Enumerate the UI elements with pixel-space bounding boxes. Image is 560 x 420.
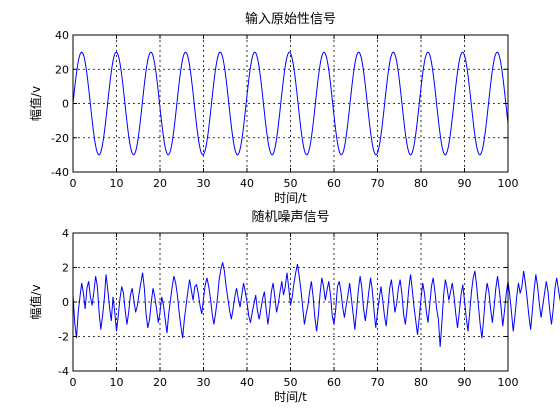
input-signal-ytick-label: 0 bbox=[62, 98, 69, 111]
input-signal-xtick-label: 80 bbox=[414, 177, 428, 190]
input-signal-xtick-label: 50 bbox=[284, 177, 298, 190]
noise-signal-axes: 0 10 20 30 40 50 60 70 80 90 100 -4 -2 0 2 4 随机噪声信号 时间/… bbox=[28, 210, 560, 404]
input-signal-xtick-label: 10 bbox=[110, 177, 124, 190]
input-signal-xtick-label: 70 bbox=[371, 177, 385, 190]
noise-signal-xtick-label: 20 bbox=[153, 376, 167, 389]
noise-signal-xtick-label: 10 bbox=[110, 376, 124, 389]
noise-signal-xtick-label: 40 bbox=[240, 376, 254, 389]
input-signal-xtick-label: 40 bbox=[240, 177, 254, 190]
input-signal-ticks: 0 10 20 30 40 50 60 70 80 90 100 -40 -20 0 20 40 bbox=[51, 29, 518, 190]
noise-signal-ytick-label: 0 bbox=[62, 296, 69, 309]
noise-signal-xtick-label: 80 bbox=[414, 376, 428, 389]
input-signal-title: 输入原始性信号 bbox=[245, 11, 336, 27]
input-signal-series-group bbox=[72, 51, 509, 156]
input-signal-ylabel: 幅值/v bbox=[28, 86, 43, 121]
input-signal-ytick-label: 40 bbox=[55, 29, 69, 42]
noise-signal-ytick-label: -2 bbox=[58, 331, 69, 344]
noise-signal-ylabel: 幅值/v bbox=[28, 284, 43, 319]
input-signal-xtick-label: 90 bbox=[458, 177, 472, 190]
noise-signal-xtick-label: 0 bbox=[70, 376, 77, 389]
noise-signal-xtick-label: 60 bbox=[327, 376, 341, 389]
input-signal-ytick-label: 20 bbox=[55, 63, 69, 76]
noise-signal-xtick-label: 70 bbox=[371, 376, 385, 389]
input-signal-ytick-label: -40 bbox=[51, 166, 69, 179]
noise-signal-xtick-label: 90 bbox=[458, 376, 472, 389]
noise-signal-xtick-label: 50 bbox=[284, 376, 298, 389]
noise-signal-xtick-label: 30 bbox=[197, 376, 211, 389]
noise-signal-ytick-label: 2 bbox=[62, 262, 69, 275]
noise-signal-ytick-label: 4 bbox=[62, 227, 69, 240]
noise-signal-ticks: 0 10 20 30 40 50 60 70 80 90 100 -4 -2 0 2 4 bbox=[58, 227, 518, 389]
noise-signal-ytick-label: -4 bbox=[58, 365, 69, 378]
noise-signal-line bbox=[72, 262, 560, 347]
input-signal-xtick-label: 20 bbox=[153, 177, 167, 190]
input-signal-xtick-label: 60 bbox=[327, 177, 341, 190]
noise-signal-xtick-label: 100 bbox=[498, 376, 519, 389]
noise-signal-grid bbox=[73, 233, 508, 371]
noise-signal-xlabel: 时间/t bbox=[274, 390, 307, 404]
input-signal-axes: 0 10 20 30 40 50 60 70 80 90 100 -40 -20 0 20 40 输入原始性信… bbox=[28, 11, 519, 205]
input-signal-xlabel: 时间/t bbox=[274, 191, 307, 205]
noise-signal-series-group bbox=[72, 262, 560, 347]
input-signal-xtick-label: 30 bbox=[197, 177, 211, 190]
input-signal-line bbox=[72, 51, 509, 156]
noise-signal-title: 随机噪声信号 bbox=[251, 210, 329, 225]
input-signal-xtick-label: 100 bbox=[498, 177, 519, 190]
input-signal-xtick-label: 0 bbox=[70, 177, 77, 190]
input-signal-ytick-label: -20 bbox=[51, 132, 69, 145]
